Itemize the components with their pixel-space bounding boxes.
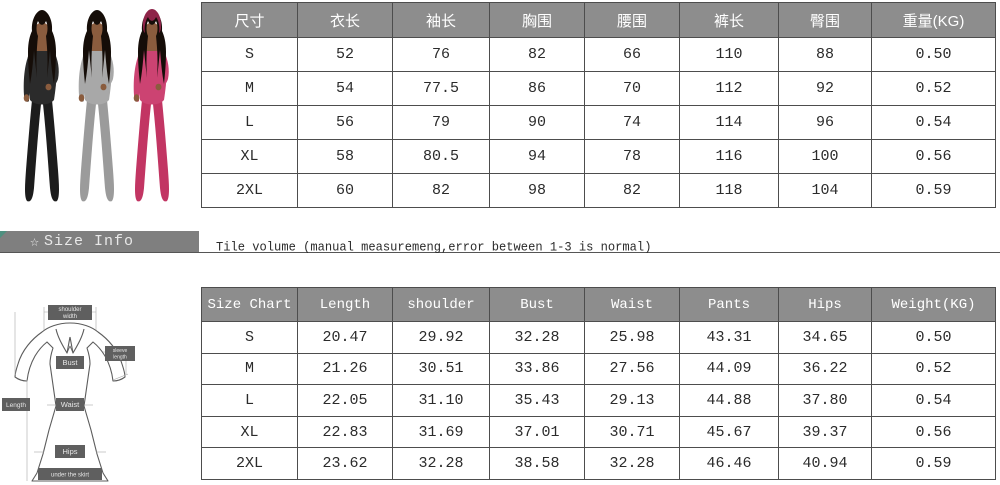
svg-text:under the skirt: under the skirt: [51, 473, 89, 479]
svg-text:sleeve: sleeve: [113, 348, 128, 354]
svg-text:Hips: Hips: [62, 447, 77, 456]
svg-text:Length: Length: [6, 402, 26, 409]
svg-text:width: width: [62, 314, 77, 320]
svg-text:shoulder: shoulder: [58, 307, 81, 313]
svg-text:Bust: Bust: [62, 358, 78, 367]
svg-text:Waist: Waist: [61, 400, 80, 409]
svg-text:length: length: [113, 355, 127, 361]
